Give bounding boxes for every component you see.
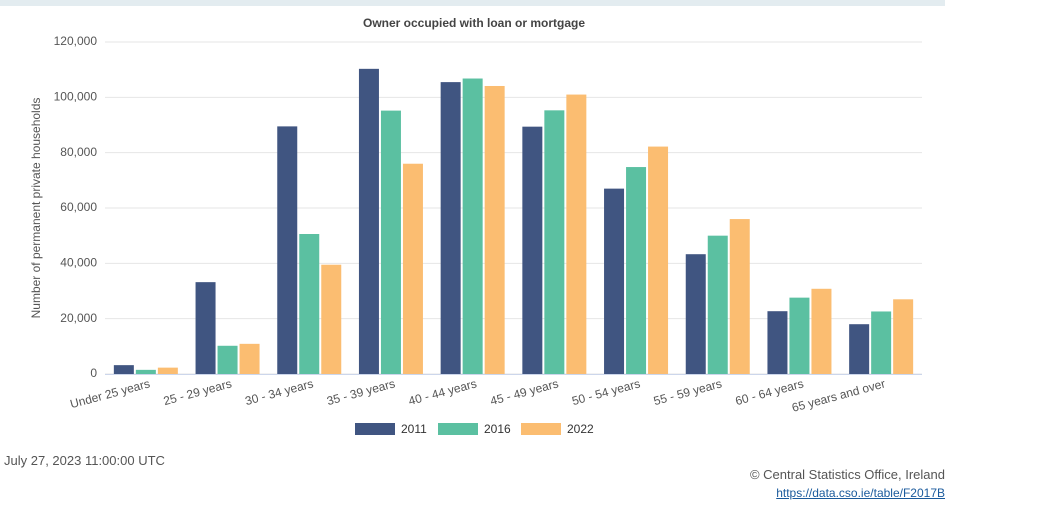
y-tick-label: 100,000 [54,90,98,104]
bar [440,82,461,374]
bar [626,167,647,374]
bar [811,288,832,374]
bar [358,68,379,374]
bar [544,110,565,374]
source-link[interactable]: https://data.cso.ie/table/F2017B [776,486,945,500]
x-tick-label: 30 - 34 years [244,376,315,408]
bar [113,365,134,374]
y-axis-title: Number of permanent private households [29,98,43,319]
bar [522,126,543,374]
bar [157,367,178,374]
chart: Owner occupied with loan or mortgage Num… [0,0,945,436]
bar [135,369,156,374]
bar [604,188,625,374]
bar [893,299,914,374]
bar [484,85,505,375]
x-tick-label: 25 - 29 years [162,376,233,408]
copyright: © Central Statistics Office, Ireland [749,467,945,482]
bar [380,110,401,374]
bar [402,163,423,374]
x-tick-label: 50 - 54 years [570,376,641,408]
x-tick-label: 40 - 44 years [407,376,478,408]
chart-title: Owner occupied with loan or mortgage [363,16,585,30]
timestamp: July 27, 2023 11:00:00 UTC [4,453,165,468]
top-strip [0,0,945,6]
bar [707,235,728,374]
y-tick-label: 40,000 [60,256,97,270]
x-tick-label: 35 - 39 years [325,376,396,408]
bar [871,311,892,374]
bar [566,94,587,375]
x-tick-label: 65 years and over [790,376,886,414]
x-tick-label: Under 25 years [69,376,152,411]
legend-swatch [521,423,561,435]
bar [195,282,216,374]
bar [462,78,483,375]
legend-label: 2011 [401,422,427,436]
bar [849,324,870,374]
y-tick-label: 0 [90,366,97,380]
legend-label: 2016 [484,422,511,436]
x-tick-label: 55 - 59 years [652,376,723,408]
y-tick-label: 120,000 [54,34,98,48]
legend-swatch [438,423,478,435]
bar [239,343,260,374]
bar [648,146,669,374]
bar [217,345,238,374]
bar [789,297,810,374]
bar [767,311,788,374]
y-tick-label: 20,000 [60,311,97,325]
bar [321,264,342,374]
legend-swatch [355,423,395,435]
y-tick-label: 60,000 [60,200,97,214]
x-tick-label: 45 - 49 years [489,376,560,408]
bar [729,219,750,374]
bar [277,126,298,374]
legend-label: 2022 [567,422,594,436]
y-tick-label: 80,000 [60,145,97,159]
bar [685,254,706,374]
bar [299,234,320,374]
